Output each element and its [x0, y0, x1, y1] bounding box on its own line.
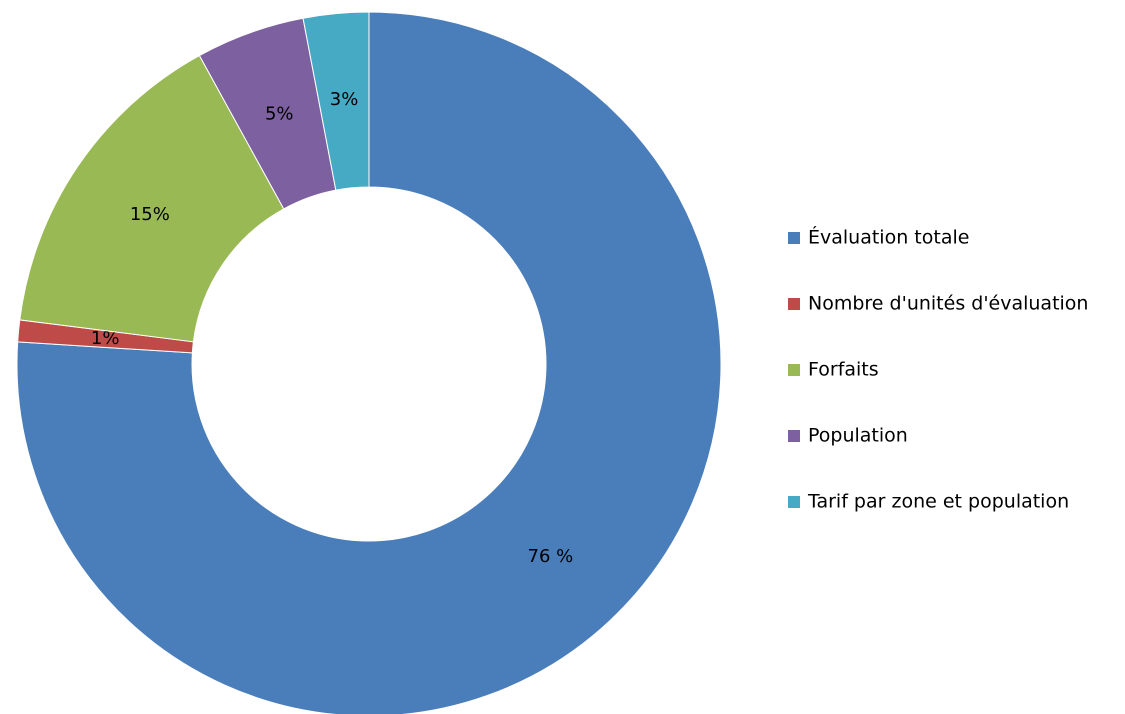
legend-swatch	[788, 496, 800, 508]
legend-swatch	[788, 232, 800, 244]
data-label: 76 %	[528, 546, 574, 567]
legend-label: Forfaits	[808, 359, 879, 381]
data-label: 3%	[330, 89, 359, 110]
legend-swatch	[788, 364, 800, 376]
legend-label: Évaluation totale	[808, 226, 969, 249]
donut-segment	[16, 11, 722, 714]
legend-swatch	[788, 430, 800, 442]
donut-segment	[19, 54, 285, 343]
donut-segment	[302, 11, 370, 191]
legend-swatch	[788, 298, 800, 310]
data-label: 1%	[91, 328, 120, 349]
data-label: 15%	[130, 204, 170, 225]
legend-label: Tarif par zone et population	[807, 491, 1069, 513]
legend-label: Nombre d'unités d'évaluation	[808, 293, 1088, 315]
legend-label: Population	[808, 425, 908, 447]
data-label: 5%	[265, 104, 294, 125]
